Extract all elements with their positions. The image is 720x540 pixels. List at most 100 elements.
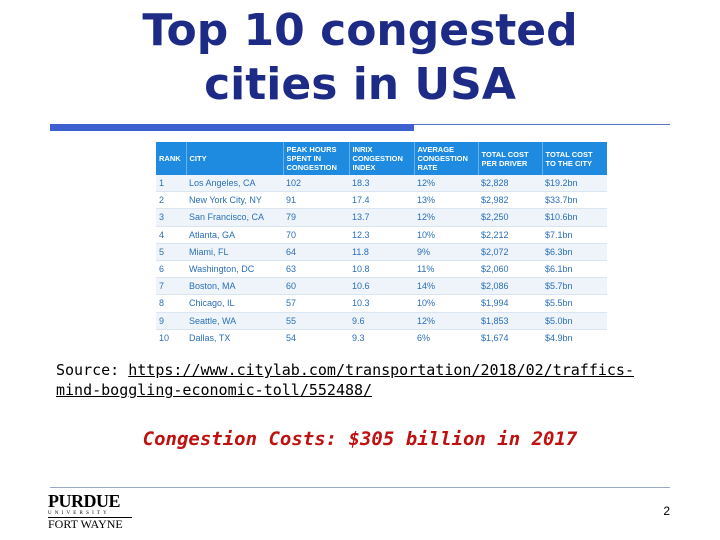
cell-rank: 6 <box>156 260 186 279</box>
cell-cost-per-driver: $2,828 <box>478 175 542 193</box>
congestion-costs-statement: Congestion Costs: $305 billion in 2017 <box>142 428 578 450</box>
cell-inrix-index: 9.6 <box>349 312 414 330</box>
table-row: 4 Atlanta, GA 70 12.3 10% $2,212 $7.1bn <box>156 226 607 244</box>
cell-rank: 2 <box>156 191 186 210</box>
title-accent-bar <box>50 124 414 131</box>
cell-peak-hours: 91 <box>283 191 349 210</box>
table-row: 8 Chicago, IL 57 10.3 10% $1,994 $5.5bn <box>156 294 607 313</box>
cell-congestion-rate: 9% <box>414 243 478 261</box>
cell-cost-per-driver: $2,982 <box>478 191 542 210</box>
cell-cost-to-city: $33.7bn <box>542 191 607 210</box>
cell-city: Los Angeles, CA <box>186 175 283 193</box>
cell-cost-to-city: $5.7bn <box>542 277 607 296</box>
cell-inrix-index: 12.3 <box>349 226 414 244</box>
cell-peak-hours: 60 <box>283 277 349 296</box>
source-citation: Source: https://www.citylab.com/transpor… <box>56 360 676 400</box>
cell-congestion-rate: 13% <box>414 191 478 210</box>
cell-cost-to-city: $19.2bn <box>542 175 607 193</box>
table-header-row: RANK CITY PEAK HOURS SPENT IN CONGESTION… <box>156 142 607 175</box>
table-row: 2 New York City, NY 91 17.4 13% $2,982 $33.7bn <box>156 191 607 210</box>
logo-campus-text: FORT WAYNE <box>48 517 132 531</box>
cell-congestion-rate: 10% <box>414 294 478 313</box>
cell-rank: 3 <box>156 208 186 227</box>
cell-inrix-index: 10.3 <box>349 294 414 313</box>
logo-sub-text: UNIVERSITY <box>48 511 110 516</box>
cell-city: San Francisco, CA <box>186 208 283 227</box>
header-city: CITY <box>186 142 284 175</box>
table-row: 10 Dallas, TX 54 9.3 6% $1,674 $4.9bn <box>156 329 607 343</box>
cell-city: Washington, DC <box>186 260 283 279</box>
cell-cost-per-driver: $2,072 <box>478 243 542 261</box>
table-row: 9 Seattle, WA 55 9.6 12% $1,853 $5.0bn <box>156 312 607 330</box>
cell-inrix-index: 17.4 <box>349 191 414 210</box>
title-line-2: cities in USA <box>204 59 516 110</box>
congestion-table-image: RANK CITY PEAK HOURS SPENT IN CONGESTION… <box>156 142 607 343</box>
cell-rank: 7 <box>156 277 186 296</box>
cell-inrix-index: 10.8 <box>349 260 414 279</box>
cell-cost-per-driver: $2,250 <box>478 208 542 227</box>
source-url-line-1: https://www.citylab.com/transportation/2… <box>128 361 634 379</box>
cell-cost-to-city: $7.1bn <box>542 226 607 244</box>
cell-congestion-rate: 12% <box>414 312 478 330</box>
cell-inrix-index: 13.7 <box>349 208 414 227</box>
table-row: 6 Washington, DC 63 10.8 11% $2,060 $6.1bn <box>156 260 607 279</box>
source-label: Source: <box>56 361 120 379</box>
cell-cost-per-driver: $2,086 <box>478 277 542 296</box>
logo-main-text: PURDUE <box>48 491 121 511</box>
header-peak-hours: PEAK HOURS SPENT IN CONGESTION <box>283 142 350 175</box>
cell-congestion-rate: 6% <box>414 329 478 343</box>
cell-rank: 9 <box>156 312 186 330</box>
cell-city: Chicago, IL <box>186 294 283 313</box>
cell-rank: 4 <box>156 226 186 244</box>
cell-congestion-rate: 12% <box>414 175 478 193</box>
cell-rank: 8 <box>156 294 186 313</box>
congestion-table: RANK CITY PEAK HOURS SPENT IN CONGESTION… <box>156 142 607 343</box>
cell-peak-hours: 54 <box>283 329 349 343</box>
cell-peak-hours: 55 <box>283 312 349 330</box>
cell-congestion-rate: 12% <box>414 208 478 227</box>
table-row: 7 Boston, MA 60 10.6 14% $2,086 $5.7bn <box>156 277 607 296</box>
header-cost-to-city: TOTAL COST TO THE CITY <box>542 142 607 175</box>
table-row: 3 San Francisco, CA 79 13.7 12% $2,250 $10.6bn <box>156 208 607 227</box>
cell-cost-per-driver: $1,674 <box>478 329 542 343</box>
cell-city: Dallas, TX <box>186 329 283 343</box>
title-line-1: Top 10 congested <box>142 5 578 56</box>
cell-congestion-rate: 10% <box>414 226 478 244</box>
header-congestion-rate: AVERAGE CONGESTION RATE <box>414 142 479 175</box>
cell-cost-to-city: $6.3bn <box>542 243 607 261</box>
purdue-fort-wayne-logo: PURDUE UNIVERSITY FORT WAYNE <box>48 492 132 536</box>
cell-peak-hours: 63 <box>283 260 349 279</box>
cell-cost-to-city: $6.1bn <box>542 260 607 279</box>
cell-peak-hours: 57 <box>283 294 349 313</box>
cell-peak-hours: 102 <box>283 175 349 193</box>
cell-rank: 5 <box>156 243 186 261</box>
cell-city: Seattle, WA <box>186 312 283 330</box>
cell-cost-to-city: $5.0bn <box>542 312 607 330</box>
table-row: 1 Los Angeles, CA 102 18.3 12% $2,828 $19.2bn <box>156 175 607 193</box>
table-row: 5 Miami, FL 64 11.8 9% $2,072 $6.3bn <box>156 243 607 261</box>
cell-rank: 1 <box>156 175 186 193</box>
footer-divider-line <box>50 487 670 488</box>
cell-cost-to-city: $10.6bn <box>542 208 607 227</box>
cell-cost-per-driver: $2,060 <box>478 260 542 279</box>
cell-peak-hours: 70 <box>283 226 349 244</box>
page-number: 2 <box>663 504 670 518</box>
source-link[interactable]: https://www.citylab.com/transportation/2… <box>56 361 634 399</box>
cell-inrix-index: 18.3 <box>349 175 414 193</box>
cell-cost-to-city: $5.5bn <box>542 294 607 313</box>
cell-city: Atlanta, GA <box>186 226 283 244</box>
cell-congestion-rate: 14% <box>414 277 478 296</box>
cell-congestion-rate: 11% <box>414 260 478 279</box>
cell-rank: 10 <box>156 329 186 343</box>
header-rank: RANK <box>156 142 187 175</box>
cell-cost-to-city: $4.9bn <box>542 329 607 343</box>
cell-inrix-index: 9.3 <box>349 329 414 343</box>
header-inrix-index: INRIX CONGESTION INDEX <box>349 142 415 175</box>
slide-title: Top 10 congested cities in USA <box>60 4 660 112</box>
cell-city: Boston, MA <box>186 277 283 296</box>
header-cost-per-driver: TOTAL COST PER DRIVER <box>478 142 543 175</box>
cell-city: New York City, NY <box>186 191 283 210</box>
cell-peak-hours: 79 <box>283 208 349 227</box>
cell-cost-per-driver: $2,212 <box>478 226 542 244</box>
cell-inrix-index: 11.8 <box>349 243 414 261</box>
